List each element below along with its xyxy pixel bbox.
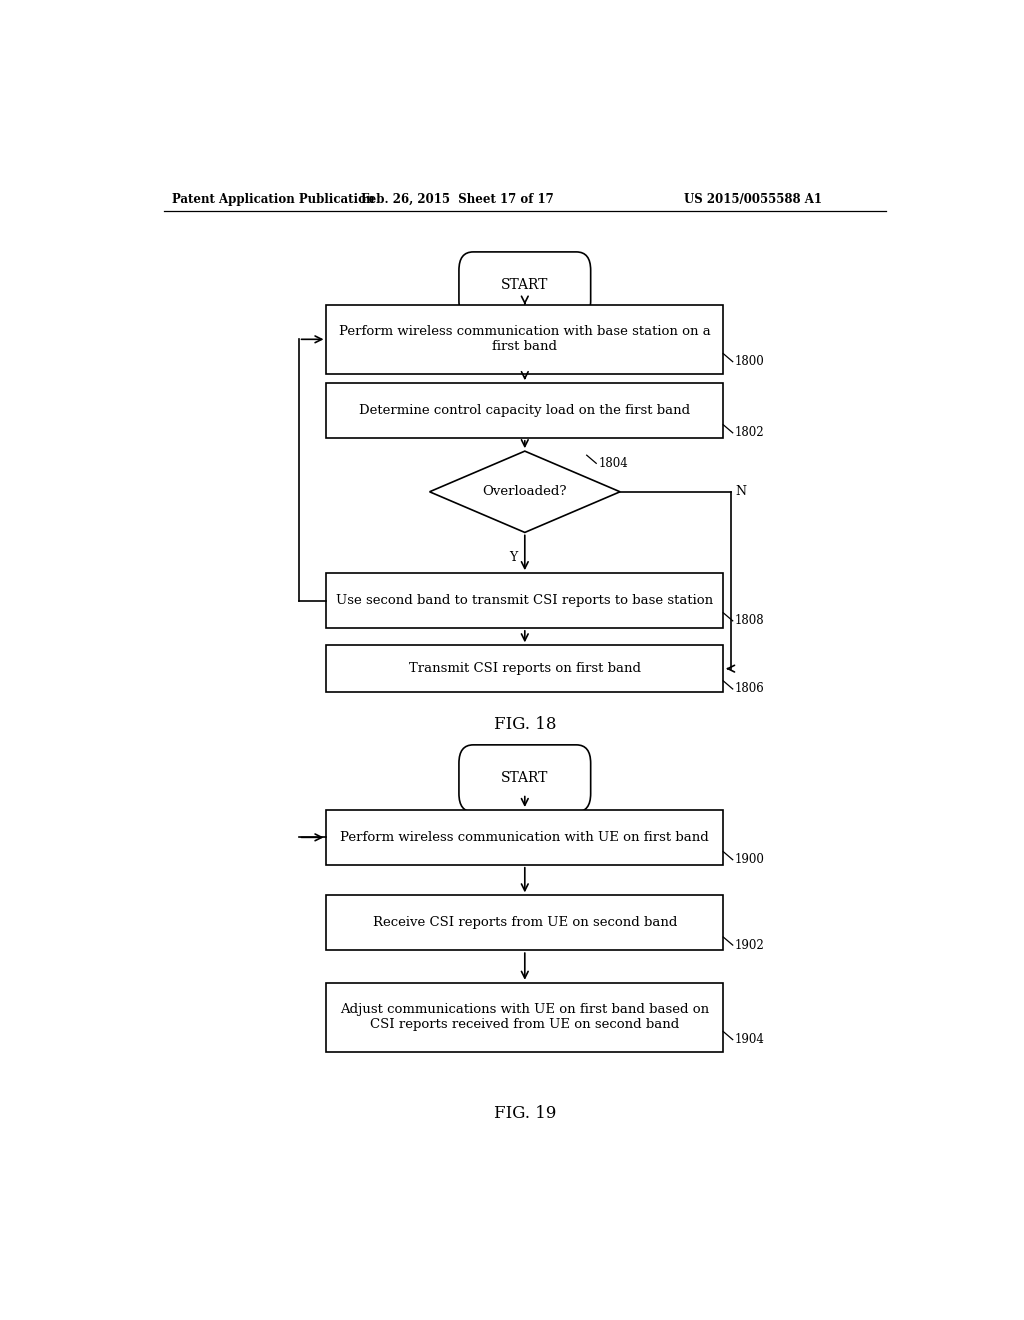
Text: Y: Y (509, 550, 517, 564)
Text: 1900: 1900 (735, 853, 765, 866)
Text: FIG. 19: FIG. 19 (494, 1105, 556, 1122)
Text: Determine control capacity load on the first band: Determine control capacity load on the f… (359, 404, 690, 417)
Text: Use second band to transmit CSI reports to base station: Use second band to transmit CSI reports … (336, 594, 714, 607)
Bar (327, 573, 723, 628)
Bar (327, 645, 723, 692)
Text: 1800: 1800 (735, 355, 765, 368)
Polygon shape (430, 451, 620, 532)
Text: Feb. 26, 2015  Sheet 17 of 17: Feb. 26, 2015 Sheet 17 of 17 (361, 193, 554, 206)
Text: 1904: 1904 (735, 1034, 765, 1047)
Text: Receive CSI reports from UE on second band: Receive CSI reports from UE on second ba… (373, 916, 677, 929)
Text: Perform wireless communication with UE on first band: Perform wireless communication with UE o… (340, 830, 710, 843)
Bar (327, 305, 723, 374)
Text: Adjust communications with UE on first band based on
CSI reports received from U: Adjust communications with UE on first b… (340, 1003, 710, 1031)
Text: 1806: 1806 (735, 682, 765, 696)
Bar (327, 810, 723, 865)
Text: START: START (501, 279, 549, 293)
FancyBboxPatch shape (459, 744, 591, 812)
Bar (327, 383, 723, 438)
Text: 1902: 1902 (735, 939, 765, 952)
Text: FIG. 18: FIG. 18 (494, 715, 556, 733)
Text: Transmit CSI reports on first band: Transmit CSI reports on first band (409, 663, 641, 675)
Text: Overloaded?: Overloaded? (482, 486, 567, 498)
Text: Perform wireless communication with base station on a
first band: Perform wireless communication with base… (339, 325, 711, 354)
Text: US 2015/0055588 A1: US 2015/0055588 A1 (684, 193, 821, 206)
Bar (327, 982, 723, 1052)
Text: 1804: 1804 (599, 457, 629, 470)
Text: N: N (735, 486, 746, 498)
Text: 1802: 1802 (735, 426, 765, 440)
Text: Patent Application Publication: Patent Application Publication (172, 193, 374, 206)
Bar (327, 895, 723, 950)
FancyBboxPatch shape (459, 252, 591, 319)
Text: 1808: 1808 (735, 614, 765, 627)
Text: START: START (501, 771, 549, 785)
